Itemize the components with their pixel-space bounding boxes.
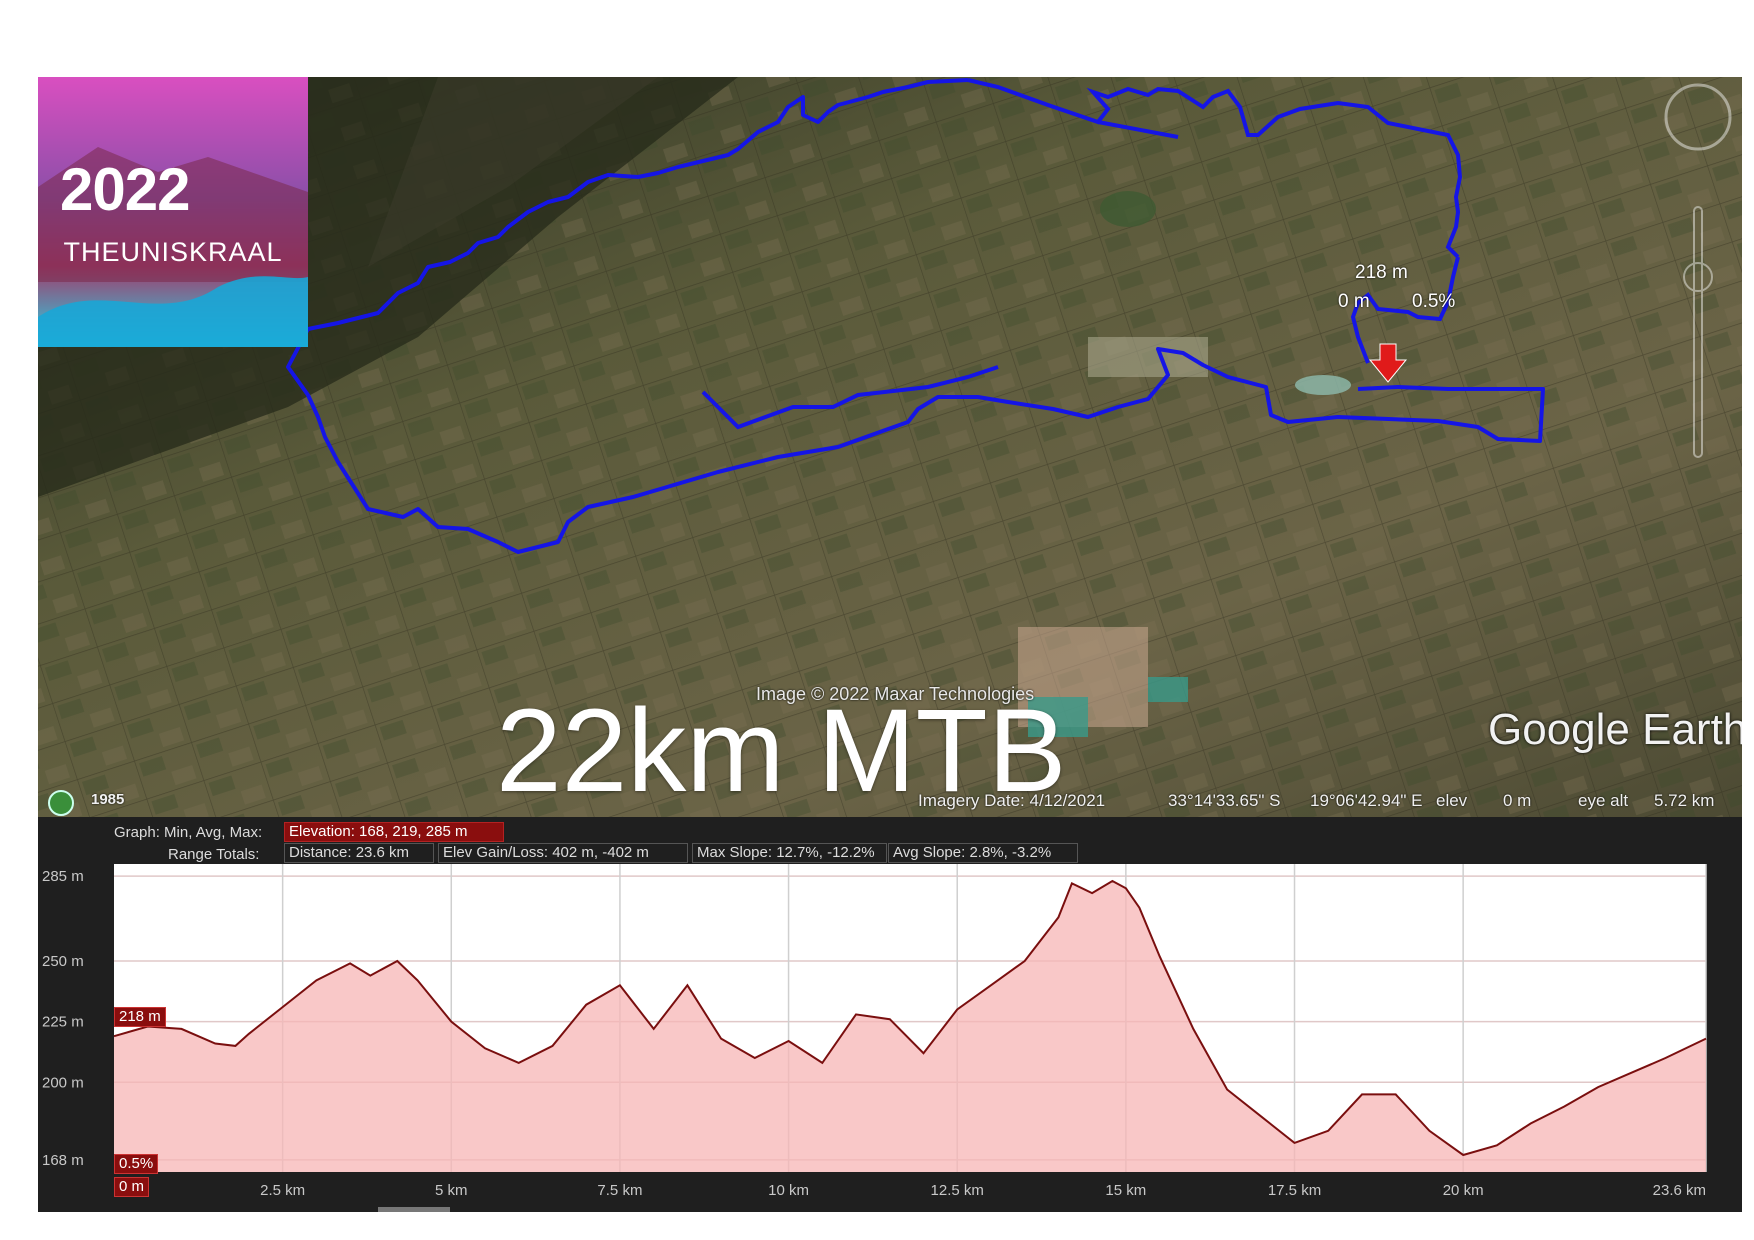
y-tick-label: 285 m (42, 868, 84, 885)
x-tick-label: 5 km (435, 1182, 468, 1199)
historical-year[interactable]: 1985 (91, 791, 125, 808)
range-totals-label: Range Totals: (168, 846, 260, 863)
elevation-profile-panel: Graph: Min, Avg, Max: Elevation: 168, 21… (38, 817, 1742, 1212)
overlay-title: 22km MTB (496, 685, 1067, 817)
eye-alt-label: eye alt (1578, 791, 1629, 810)
cursor-elevation-tag: 218 m (114, 1007, 166, 1027)
x-tick-label: 7.5 km (597, 1182, 642, 1199)
elev-gain-loss: Elev Gain/Loss: 402 m, -402 m (438, 843, 688, 863)
x-tick-label: 12.5 km (931, 1182, 984, 1199)
distance-total: Distance: 23.6 km (284, 843, 434, 863)
mountain-ridge (368, 77, 658, 267)
earth-window: 2022 THEUNISKRAAL 218 m 0 m 0.5% Image ©… (38, 77, 1742, 1212)
elev-value: 0 m (1503, 791, 1532, 810)
marker-elevation: 218 m (1355, 262, 1408, 283)
reservoir (1028, 697, 1088, 737)
longitude: 19°06'42.94" E (1310, 791, 1423, 810)
imagery-credit: Image © 2022 Maxar Technologies (756, 684, 1035, 704)
cursor-distance-tag: 0 m (114, 1177, 150, 1197)
marker-slope: 0.5% (1412, 291, 1456, 312)
y-tick-label: 200 m (42, 1074, 84, 1091)
elevation-chart[interactable]: 285 m 250 m 225 m 200 m 168 m 2.5 km 5 km 7.5 k… (38, 817, 1742, 1212)
x-tick-label: 23.6 km (1653, 1182, 1706, 1199)
historical-imagery-icon[interactable] (48, 790, 74, 816)
elevation-stats: Elevation: 168, 219, 285 m (284, 822, 504, 842)
profile-scrollbar[interactable] (378, 1207, 450, 1212)
x-tick-label: 15 km (1105, 1182, 1146, 1199)
status-bar: 1985 Imagery Date: 4/12/2021 33°14'33.65… (38, 785, 1742, 817)
eye-alt-value: 5.72 km (1654, 791, 1715, 810)
elevation-line (113, 879, 1707, 1157)
satellite-map[interactable]: 2022 THEUNISKRAAL 218 m 0 m 0.5% Image ©… (38, 77, 1742, 817)
route-track[interactable] (286, 78, 1545, 554)
elevation-area (114, 881, 1706, 1172)
route-track[interactable] (701, 365, 999, 430)
x-tick-label: 20 km (1443, 1182, 1484, 1199)
reservoir (1148, 677, 1188, 702)
center-pivot-field (1100, 191, 1156, 227)
logo-year: 2022 (60, 156, 190, 223)
google-earth-logo: Google Earth (1488, 705, 1742, 754)
elev-label: elev (1436, 791, 1468, 810)
x-tick-label: 17.5 km (1268, 1182, 1321, 1199)
route-track[interactable] (1097, 120, 1179, 139)
y-tick-label: 250 m (42, 953, 84, 970)
route-track[interactable] (967, 78, 1463, 259)
avg-slope: Avg Slope: 2.8%, -3.2% (888, 843, 1078, 863)
zoom-slider[interactable] (1664, 83, 1732, 458)
graph-label: Graph: Min, Avg, Max: (114, 824, 263, 841)
logo-brand: THEUNISKRAAL (63, 237, 283, 267)
y-tick-label: 225 m (42, 1014, 84, 1031)
logo-hills (38, 276, 308, 347)
dam (1295, 375, 1351, 395)
x-tick-label: 10 km (768, 1182, 809, 1199)
imagery-date: Imagery Date: 4/12/2021 (918, 791, 1106, 810)
marker-distance: 0 m (1338, 291, 1370, 312)
route-track[interactable] (1350, 256, 1460, 364)
map-imagery (38, 77, 1742, 817)
logo-vineyard (38, 147, 308, 282)
cursor-slope-tag: 0.5% (114, 1154, 159, 1174)
x-tick-label: 2.5 km (260, 1182, 305, 1199)
max-slope: Max Slope: 12.7%, -12.2% (692, 843, 887, 863)
latitude: 33°14'33.65" S (1168, 791, 1281, 810)
event-logo: 2022 THEUNISKRAAL (38, 77, 308, 347)
y-tick-label: 168 m (42, 1152, 84, 1169)
location-marker-icon[interactable] (1368, 343, 1408, 383)
